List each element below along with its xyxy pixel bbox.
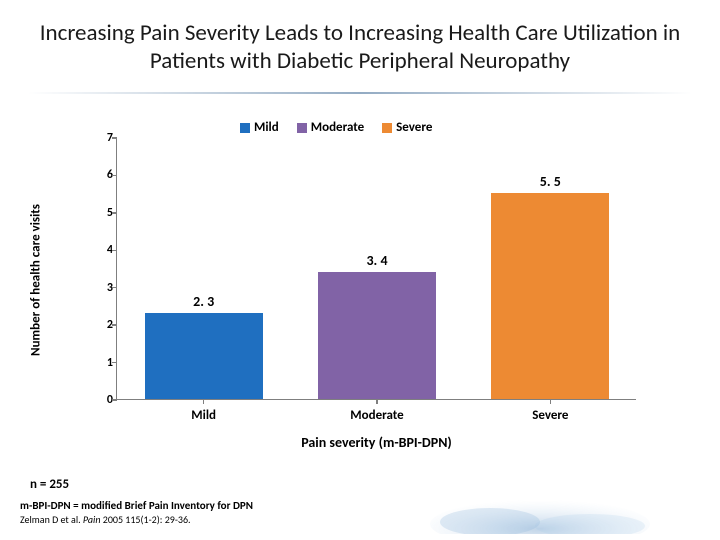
y-tick-mark	[112, 324, 117, 326]
watercolor-decoration	[430, 484, 650, 534]
y-tick-mark	[112, 362, 117, 364]
y-tick-mark	[112, 250, 117, 252]
y-tick-mark	[112, 287, 117, 289]
x-tick-mark	[550, 399, 552, 404]
legend-swatch	[382, 123, 392, 133]
footnote-citation: Zelman D et al. Pain 2005 115(1-2): 29-3…	[20, 513, 191, 526]
bar-value-label: 2. 3	[193, 293, 214, 310]
y-tick-mark	[112, 175, 117, 177]
x-tick-label: Severe	[532, 408, 568, 423]
y-tick-label: 6	[93, 168, 113, 182]
title-underline	[28, 92, 692, 94]
y-tick-label: 2	[93, 318, 113, 332]
y-tick-label: 1	[93, 356, 113, 370]
y-tick-label: 0	[93, 393, 113, 407]
sample-size-note: n = 255	[30, 477, 69, 492]
legend-item-severe: Severe	[382, 120, 432, 135]
slide: Increasing Pain Severity Leads to Increa…	[0, 0, 720, 540]
bar	[491, 193, 609, 399]
y-tick-label: 7	[93, 131, 113, 145]
bar	[145, 313, 263, 399]
x-tick-label: Mild	[191, 408, 216, 423]
y-axis-label: Number of health care visits	[29, 204, 44, 356]
x-tick-mark	[203, 399, 205, 404]
bar-value-label: 5. 5	[540, 173, 561, 190]
y-tick-label: 5	[93, 206, 113, 220]
legend-label: Moderate	[311, 120, 364, 135]
bar	[318, 272, 436, 399]
y-tick-label: 4	[93, 243, 113, 257]
bar-chart: Number of health care visits Mild Modera…	[90, 120, 650, 440]
legend-swatch	[297, 123, 307, 133]
legend-item-moderate: Moderate	[297, 120, 364, 135]
x-axis-label: Pain severity (m-BPI-DPN)	[301, 434, 452, 451]
slide-title: Increasing Pain Severity Leads to Increa…	[28, 20, 692, 75]
legend-item-mild: Mild	[240, 120, 279, 135]
plot-area: Pain severity (m-BPI-DPN) 012345672. 3Mi…	[116, 138, 636, 400]
y-tick-label: 3	[93, 281, 113, 295]
bar-value-label: 3. 4	[366, 252, 387, 269]
y-tick-mark	[112, 212, 117, 214]
citation-prefix: Zelman D et al.	[20, 513, 83, 526]
legend-label: Mild	[254, 120, 279, 135]
legend-swatch	[240, 123, 250, 133]
legend-label: Severe	[396, 120, 432, 135]
y-tick-mark	[112, 399, 117, 401]
citation-suffix: 2005 115(1-2): 29-36.	[101, 513, 191, 526]
y-tick-mark	[112, 137, 117, 139]
citation-journal: Pain	[83, 513, 101, 526]
footnote-definition: m-BPI-DPN = modified Brief Pain Inventor…	[20, 499, 253, 512]
chart-legend: Mild Moderate Severe	[240, 120, 432, 135]
x-tick-mark	[376, 399, 378, 404]
x-tick-label: Moderate	[350, 408, 403, 423]
